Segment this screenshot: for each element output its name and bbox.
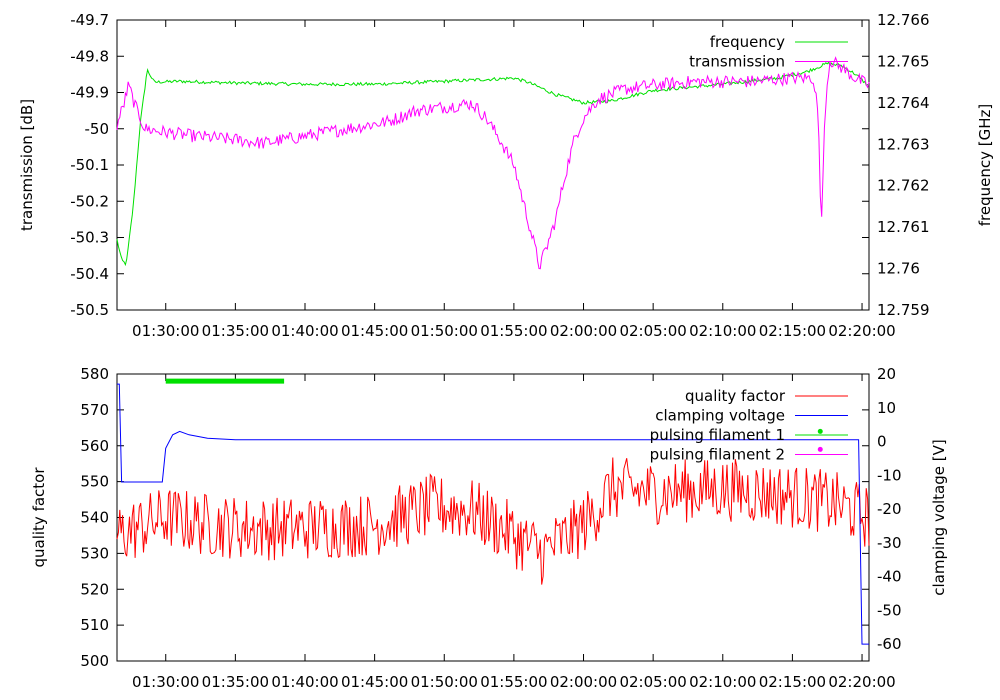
legend-label: transmission	[689, 53, 785, 71]
legend-label: frequency	[710, 33, 785, 51]
legend-label: quality factor	[685, 387, 786, 405]
y-tick-label: -50.5	[70, 301, 109, 319]
y-tick-label: 550	[80, 473, 109, 491]
y2-axis-label: frequency [GHz]	[976, 104, 994, 226]
y-tick-label: 580	[80, 365, 109, 383]
legend-label: pulsing filament 1	[650, 426, 785, 444]
y-tick-label: 520	[80, 580, 109, 598]
y-tick-label: -50.3	[70, 229, 109, 247]
x-tick-label: 02:00:00	[550, 673, 617, 691]
y-tick-label: 540	[80, 509, 109, 527]
y2-tick-label: 12.762	[877, 177, 930, 195]
y-axis-label: quality factor	[30, 467, 48, 568]
y2-tick-label: -20	[877, 500, 902, 518]
x-tick-label: 01:30:00	[132, 673, 199, 691]
pulsing-filament-1-marker	[817, 428, 823, 434]
y-tick-label: 510	[80, 616, 109, 634]
x-tick-label: 02:05:00	[619, 322, 686, 340]
y2-tick-label: -40	[877, 568, 902, 586]
y2-axis-label: clamping voltage [V]	[930, 439, 948, 595]
legend-label: pulsing filament 2	[650, 446, 785, 464]
quality-factor-voltage-plot: 580 570 560 550 540 530 520 510 500 20 10 0 -10 -20 -3…	[30, 365, 948, 691]
x-tick-label: 01:40:00	[271, 673, 338, 691]
y2-tick-label: -10	[877, 466, 902, 484]
y-tick-label: -50.1	[70, 156, 109, 174]
y-tick-label: -49.7	[70, 11, 109, 29]
quality-factor-line	[116, 457, 870, 585]
y-tick-label: -50	[85, 120, 110, 138]
x-tick-label: 02:00:00	[550, 322, 617, 340]
x-tick-label: 01:50:00	[411, 673, 478, 691]
y-tick-label: 530	[80, 544, 109, 562]
y2-tick-label: 10	[877, 399, 896, 417]
y-tick-label: -50.2	[70, 192, 109, 210]
x-tick-label: 01:35:00	[202, 322, 269, 340]
transmission-frequency-plot: -49.7 -49.8 -49.9 -50 -50.1 -50.2 -50.3 -50.4 -5…	[18, 11, 994, 340]
y-axis-label: transmission [dB]	[18, 99, 36, 231]
x-tick-label: 02:15:00	[759, 673, 826, 691]
x-tick-label: 02:10:00	[689, 673, 756, 691]
x-tick-label: 01:40:00	[271, 322, 338, 340]
y2-tick-label: 20	[877, 365, 896, 383]
x-tick-label: 01:45:00	[341, 673, 408, 691]
clamping-voltage-line	[117, 383, 869, 645]
frequency-line	[116, 61, 870, 267]
transmission-line	[116, 56, 870, 270]
x-tick-label: 01:30:00	[132, 322, 199, 340]
x-tick-label: 01:55:00	[480, 322, 547, 340]
y-tick-label: -50.4	[70, 265, 109, 283]
x-tick-label: 01:55:00	[480, 673, 547, 691]
y-tick-label: -49.8	[70, 47, 109, 65]
x-tick-label: 02:05:00	[619, 673, 686, 691]
y2-tick-label: -30	[877, 534, 902, 552]
y2-tick-label: 12.76	[877, 260, 920, 278]
y2-tick-label: -50	[877, 601, 902, 619]
y2-tick-label: 12.761	[877, 218, 930, 236]
legend-label: clamping voltage	[655, 407, 785, 425]
y2-tick-label: 12.759	[877, 301, 930, 319]
y-tick-label: 500	[80, 652, 109, 670]
y2-tick-label: 0	[877, 433, 887, 451]
x-tick-label: 01:35:00	[202, 673, 269, 691]
x-tick-label: 01:45:00	[341, 322, 408, 340]
x-tick-label: 02:20:00	[828, 673, 895, 691]
y2-tick-label: -60	[877, 635, 902, 653]
y2-tick-label: 12.764	[877, 94, 930, 112]
x-tick-label: 02:10:00	[689, 322, 756, 340]
y-tick-label: -49.9	[70, 84, 109, 102]
x-tick-label: 02:15:00	[759, 322, 826, 340]
y2-tick-label: 12.765	[877, 52, 930, 70]
y2-tick-label: 12.766	[877, 11, 930, 29]
x-tick-label: 02:20:00	[828, 322, 895, 340]
y-tick-label: 570	[80, 401, 109, 419]
y2-tick-label: 12.763	[877, 135, 930, 153]
y-tick-label: 560	[80, 437, 109, 455]
x-tick-label: 01:50:00	[411, 322, 478, 340]
pulsing-filament-2-marker	[817, 446, 823, 452]
